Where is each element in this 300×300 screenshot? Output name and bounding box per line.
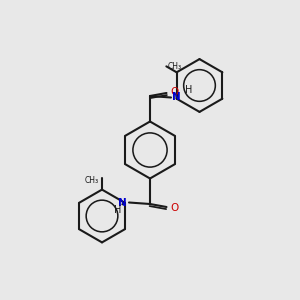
Text: N: N — [118, 198, 126, 208]
Text: CH₃: CH₃ — [168, 62, 182, 71]
Text: H: H — [114, 205, 122, 215]
Text: O: O — [170, 202, 178, 213]
Text: CH₃: CH₃ — [85, 176, 99, 185]
Text: H: H — [184, 85, 192, 95]
Text: N: N — [172, 92, 181, 102]
Text: O: O — [170, 87, 178, 98]
